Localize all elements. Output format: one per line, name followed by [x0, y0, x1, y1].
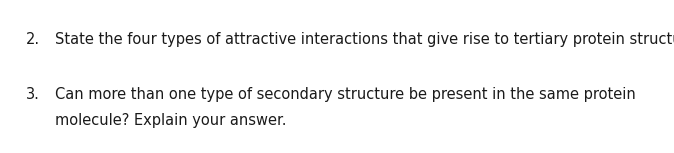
- Text: 3.: 3.: [26, 87, 40, 102]
- Text: 2.: 2.: [26, 32, 40, 47]
- Text: State the four types of attractive interactions that give rise to tertiary prote: State the four types of attractive inter…: [55, 32, 674, 47]
- Text: molecule? Explain your answer.: molecule? Explain your answer.: [55, 113, 286, 128]
- Text: Can more than one type of secondary structure be present in the same protein: Can more than one type of secondary stru…: [55, 87, 636, 102]
